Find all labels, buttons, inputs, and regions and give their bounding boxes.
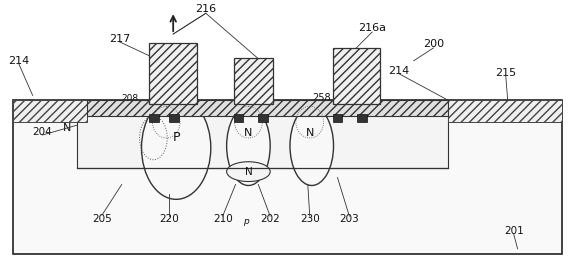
Ellipse shape [227,162,270,182]
Bar [233,114,243,122]
Text: 211: 211 [155,95,172,104]
Text: 202: 202 [260,214,280,224]
Text: 215: 215 [495,68,516,78]
Bar [150,114,159,122]
Text: 220: 220 [159,214,179,224]
Ellipse shape [141,96,211,199]
Text: 200: 200 [423,39,444,49]
Text: 203: 203 [339,214,359,224]
Text: N: N [244,167,252,177]
Text: N: N [305,128,314,138]
Bar [13,100,562,254]
Ellipse shape [227,106,270,185]
Text: p: p [243,217,248,226]
Text: N: N [244,128,252,138]
Text: 216a: 216a [358,23,386,33]
Bar [150,43,197,104]
Bar [357,114,367,122]
Text: 230: 230 [300,214,320,224]
Bar [77,100,448,168]
Text: 208: 208 [121,94,138,103]
Bar [233,58,273,104]
Text: 204: 204 [33,127,52,137]
Text: 258: 258 [312,93,331,103]
Bar [169,114,179,122]
Bar [448,100,562,122]
Text: 201: 201 [504,226,523,236]
Text: N: N [63,123,71,133]
Text: 217: 217 [109,34,131,44]
Bar [332,48,380,104]
Ellipse shape [290,106,334,185]
Text: 214: 214 [8,56,29,66]
Bar [258,114,268,122]
Text: 214: 214 [388,66,409,76]
Bar [87,100,448,116]
Bar [332,114,343,122]
Text: 205: 205 [92,214,112,224]
Text: 248: 248 [234,94,251,103]
Text: 210: 210 [213,214,232,224]
Text: 216: 216 [196,4,216,14]
Bar [13,100,87,122]
Text: P: P [172,131,180,144]
